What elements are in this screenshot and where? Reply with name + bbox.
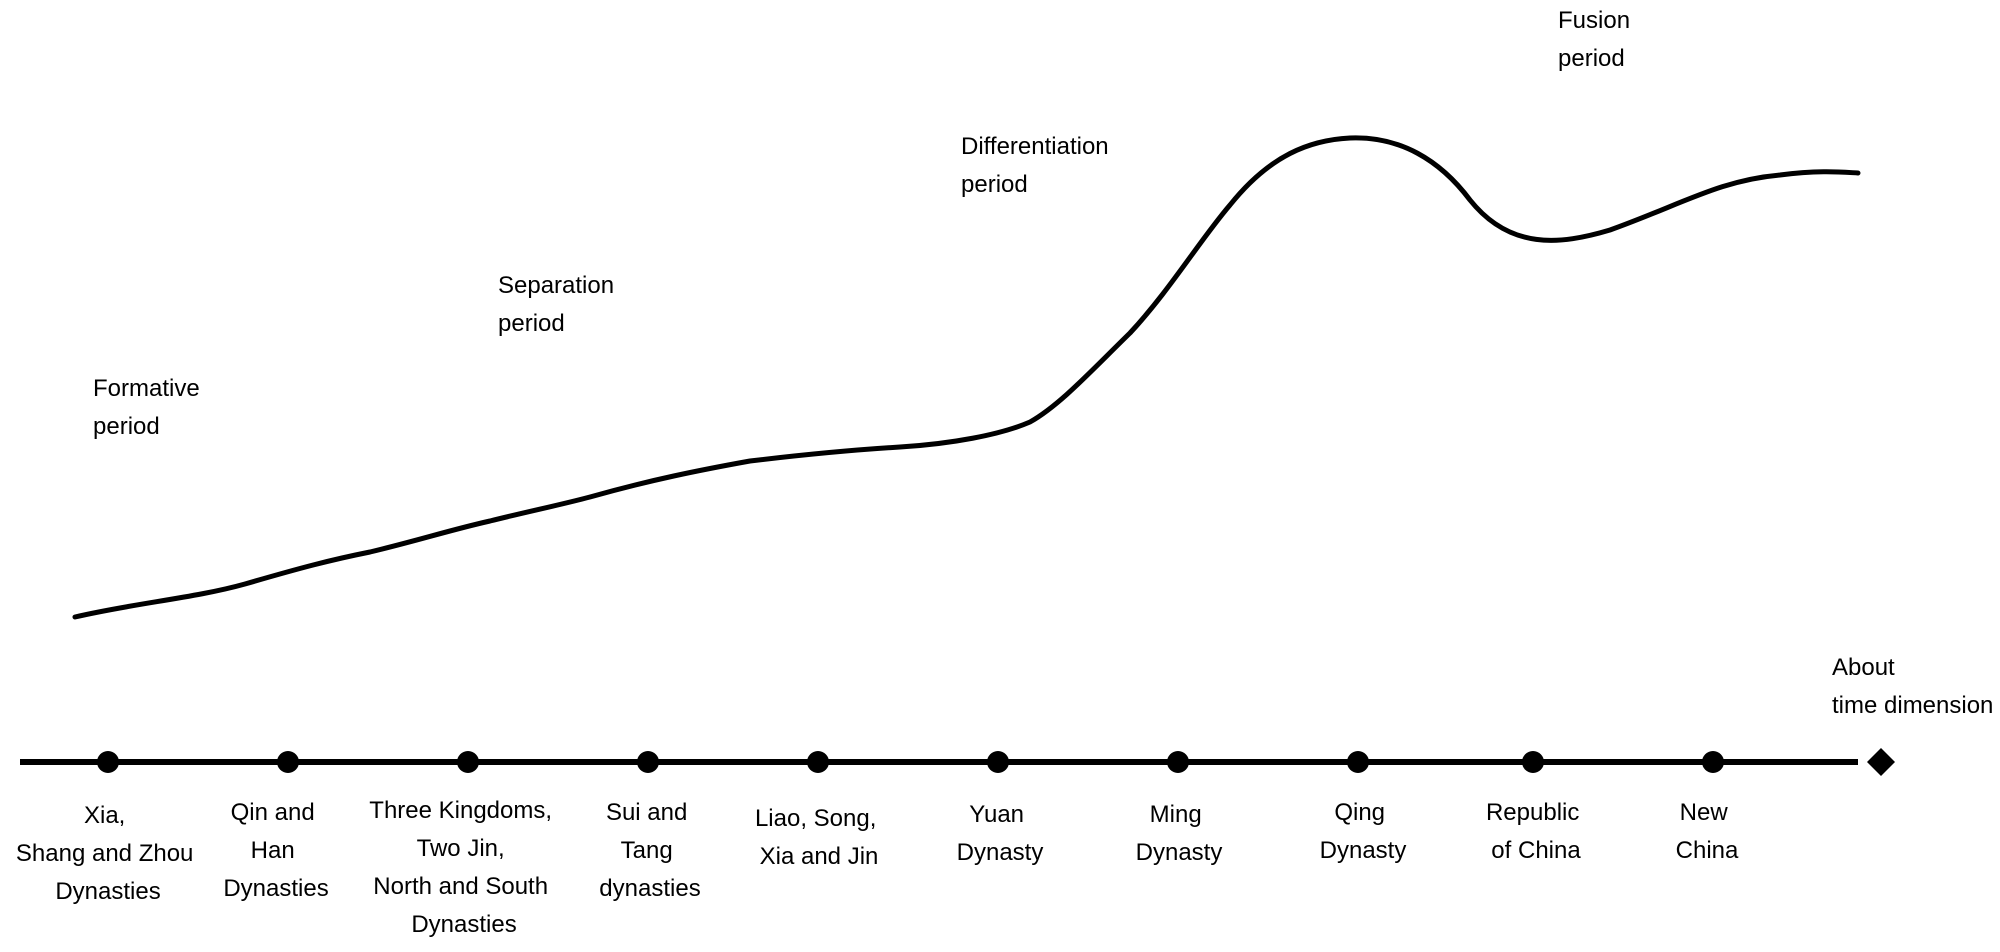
era-label-line: Sui and (606, 799, 687, 826)
era-label-line: North and South (373, 873, 548, 900)
era-marker-liao-song (807, 751, 829, 773)
era-label-new-china: New China (1676, 799, 1739, 864)
development-curve (72, 135, 1861, 620)
era-marker-qing (1347, 751, 1369, 773)
era-label-sui-tang: Sui and Tang dynasties (599, 799, 700, 902)
era-label-line: Dynasties (55, 878, 160, 905)
era-label-yuan: Yuan Dynasty (957, 801, 1044, 866)
era-label-line: Dynasty (1136, 839, 1223, 866)
phase-label-differentiation: Differentiation period (961, 133, 1115, 198)
era-label-liao-song: Liao, Song, Xia and Jin (755, 805, 883, 870)
diamond-icon (1867, 748, 1895, 776)
phase-label-line: period (1558, 45, 1625, 72)
era-label-three-kingdoms: Three Kingdoms, Two Jin, North and South… (369, 797, 558, 938)
phase-label-formative: Formative period (93, 375, 206, 440)
era-label-line: Liao, Song, (755, 805, 876, 832)
phase-label-line: Differentiation (961, 133, 1109, 160)
phase-label-line: period (498, 310, 565, 337)
era-label-qing: Qing Dynasty (1320, 799, 1407, 864)
era-label-line: Dynasty (1320, 837, 1407, 864)
phase-label-line: Separation (498, 272, 614, 299)
era-label-republic-of-china: Republic of China (1486, 799, 1586, 864)
era-marker-xia-shang-zhou (97, 751, 119, 773)
era-marker-qin-han (277, 751, 299, 773)
era-label-line: Tang (621, 837, 673, 864)
era-label-ming: Ming Dynasty (1136, 801, 1223, 866)
era-marker-three-kingdoms (457, 751, 479, 773)
era-label-line: New (1680, 799, 1729, 826)
era-label-line: of China (1491, 837, 1581, 864)
era-label-line: Xia and Jin (760, 843, 879, 870)
phase-label-fusion: Fusion period (1558, 7, 1637, 72)
era-label-line: Han (251, 837, 295, 864)
time-axis-label-line: About (1832, 654, 1895, 681)
era-label-line: Yuan (969, 801, 1024, 828)
era-label-line: Three Kingdoms, (369, 797, 552, 824)
time-axis-label: About time dimension (1832, 654, 1993, 719)
era-label-xia-shang-zhou: Xia, Shang and Zhou Dynasties (16, 802, 200, 905)
era-label-line: dynasties (599, 875, 700, 902)
era-label-qin-han: Qin and Han Dynasties (223, 799, 328, 902)
era-marker-ming (1167, 751, 1189, 773)
phase-label-line: Fusion (1558, 7, 1630, 34)
era-label-line: Two Jin, (417, 835, 505, 862)
era-label-line: Dynasty (957, 839, 1044, 866)
phase-label-line: period (961, 171, 1028, 198)
phase-label-line: period (93, 413, 160, 440)
era-label-line: China (1676, 837, 1739, 864)
era-marker-sui-tang (637, 751, 659, 773)
era-label-line: Ming (1150, 801, 1202, 828)
era-label-line: Republic (1486, 799, 1579, 826)
era-marker-new-china (1702, 751, 1724, 773)
phase-label-separation: Separation period (498, 272, 621, 337)
era-label-line: Qing (1334, 799, 1385, 826)
phase-label-line: Formative (93, 375, 200, 402)
era-marker-yuan (987, 751, 1009, 773)
era-label-line: Dynasties (223, 875, 328, 902)
era-markers (97, 751, 1724, 773)
era-label-line: Dynasties (411, 911, 516, 938)
time-axis-label-line: time dimension (1832, 692, 1993, 719)
era-label-line: Shang and Zhou (16, 840, 193, 867)
era-label-line: Xia, (84, 802, 125, 829)
era-label-line: Qin and (231, 799, 315, 826)
era-marker-republic-of-china (1522, 751, 1544, 773)
